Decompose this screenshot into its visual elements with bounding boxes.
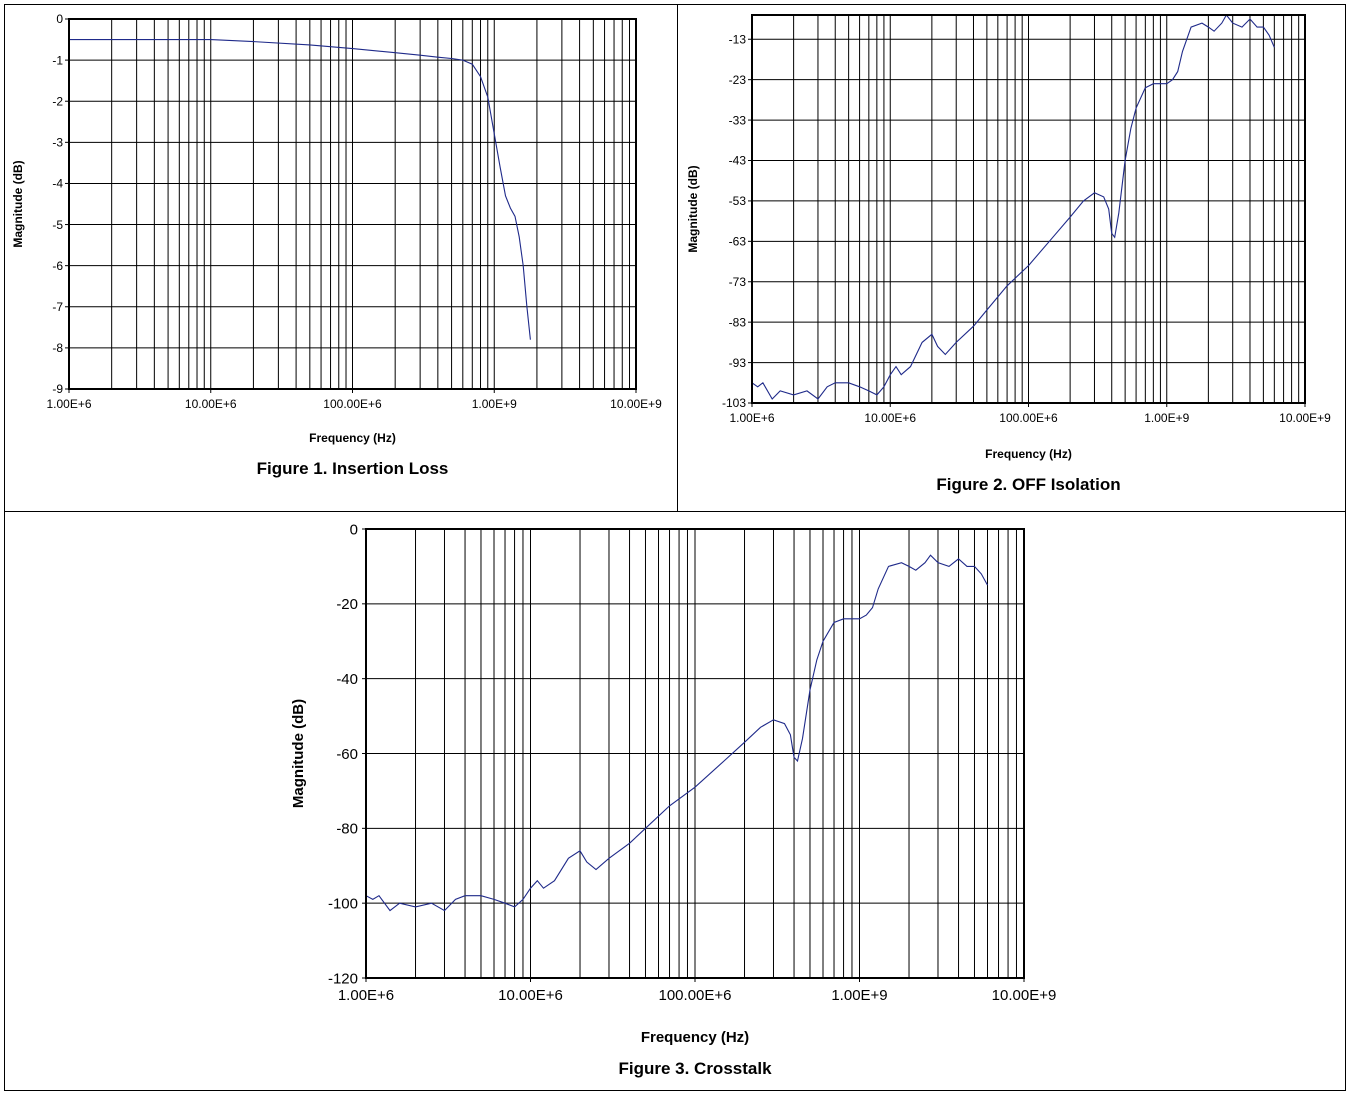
x-tick-label: 1.00E+6: [46, 397, 91, 411]
grid-lines: [752, 15, 1305, 403]
y-axis-title: Magnitude (dB): [686, 165, 700, 252]
y-tick-label: -83: [729, 315, 747, 329]
y-tick-label: -8: [52, 341, 63, 355]
y-axis-title: Magnitude (dB): [11, 160, 25, 247]
x-tick-label: 10.00E+9: [992, 987, 1057, 1004]
y-tick-label: -120: [328, 970, 358, 987]
y-tick-label: -23: [729, 73, 747, 87]
figure-caption: Figure 1. Insertion Loss: [257, 459, 449, 478]
grid-lines: [69, 19, 636, 389]
x-axis-title: Frequency (Hz): [985, 447, 1072, 461]
y-tick-label: -73: [729, 275, 747, 289]
y-tick-label: -4: [52, 177, 63, 191]
x-tick-label: 1.00E+6: [729, 411, 774, 425]
x-axis-title: Frequency (Hz): [309, 431, 396, 445]
y-tick-label: -53: [729, 194, 747, 208]
x-tick-label: 1.00E+9: [831, 987, 887, 1004]
y-tick-label: -5: [52, 218, 63, 232]
panel-divider: [677, 4, 678, 512]
x-tick-label: 100.00E+6: [999, 411, 1058, 425]
x-tick-label: 10.00E+9: [610, 397, 662, 411]
x-tick-label: 10.00E+6: [185, 397, 237, 411]
y-tick-label: -9: [52, 382, 63, 396]
y-tick-label: -80: [336, 821, 358, 838]
y-tick-label: 0: [56, 12, 63, 26]
x-tick-label: 1.00E+9: [1144, 411, 1189, 425]
y-axis-title: Magnitude (dB): [290, 699, 307, 808]
series-line: [751, 14, 1275, 400]
y-tick-label: -40: [336, 671, 358, 688]
x-tick-label: 10.00E+9: [1279, 411, 1331, 425]
figure-caption: Figure 2. OFF Isolation: [936, 475, 1120, 494]
x-tick-label: 10.00E+6: [498, 987, 563, 1004]
y-tick-label: 0: [350, 521, 358, 538]
x-tick-label: 10.00E+6: [864, 411, 916, 425]
y-tick-label: -13: [729, 32, 747, 46]
y-tick-label: -100: [328, 895, 358, 912]
series-line: [69, 39, 531, 340]
y-tick-label: -63: [729, 235, 747, 249]
y-tick-label: -33: [729, 113, 747, 127]
y-tick-label: -43: [729, 154, 747, 168]
x-tick-label: 100.00E+6: [323, 397, 382, 411]
y-tick-label: -20: [336, 596, 358, 613]
x-tick-label: 100.00E+6: [659, 987, 732, 1004]
y-tick-label: -103: [722, 396, 746, 410]
y-tick-label: -3: [52, 136, 63, 150]
x-axis-title: Frequency (Hz): [641, 1029, 749, 1046]
y-tick-label: -2: [52, 94, 63, 108]
y-tick-label: -7: [52, 300, 63, 314]
y-tick-label: -93: [729, 356, 747, 370]
series-line: [365, 554, 988, 912]
grid-lines: [366, 529, 1024, 978]
y-tick-label: -60: [336, 746, 358, 763]
y-tick-label: -1: [52, 53, 63, 67]
figure-caption: Figure 3. Crosstalk: [618, 1059, 772, 1078]
x-tick-label: 1.00E+9: [472, 397, 517, 411]
x-tick-label: 1.00E+6: [338, 987, 394, 1004]
y-tick-label: -6: [52, 259, 63, 273]
bottom-panel-frame: [4, 511, 1346, 1091]
